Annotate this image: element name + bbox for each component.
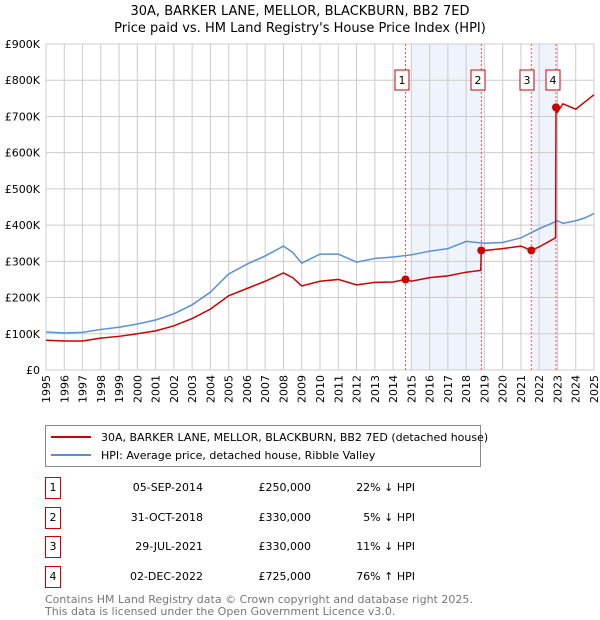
x-tick-label: 2021 [515,375,528,403]
y-tick-label: £500K [5,183,41,196]
x-tick-label: 2007 [259,375,272,403]
x-tick-label: 2000 [131,375,144,403]
sale-row: 4 02-DEC-2022 £725,000 76% ↑ HPI [45,565,425,588]
legend-item-property: 30A, BARKER LANE, MELLOR, BLACKBURN, BB2… [51,429,488,445]
sale-price: £330,000 [258,540,312,553]
sale-marker-label: 1 [399,74,406,87]
price-paid-line [45,94,595,342]
footer-licence: This data is licensed under the Open Gov… [45,605,396,618]
x-tick-label: 2023 [551,375,564,403]
x-tick-label: 2018 [460,375,473,403]
x-tick-label: 2004 [204,375,217,403]
x-tick-label: 1999 [113,375,126,403]
x-tick-label: 2009 [296,375,309,403]
legend-swatch-red [51,436,91,438]
sale-marker-badge: 3 [45,536,61,558]
sale-price: £250,000 [258,481,312,494]
x-tick-label: 1998 [95,375,108,403]
y-tick-label: £0 [26,364,40,377]
sale-date: 05-SEP-2014 [132,481,203,494]
sale-price: £330,000 [258,510,312,524]
sale-price: £725,000 [258,569,312,583]
x-tick-label: 2006 [241,375,254,403]
y-tick-label: £900K [5,38,41,51]
sale-date: 31-OCT-2018 [130,510,203,524]
sale-marker-label: 2 [475,74,482,87]
sale-point [477,246,486,255]
sale-marker-box [470,69,486,91]
x-tick-label: 2002 [168,375,181,403]
x-tick-label: 2011 [332,375,345,403]
sale-hpi-diff: 22% ↓ HPI [356,481,415,494]
x-tick-label: 2008 [277,375,290,403]
x-tick-label: 2020 [497,375,510,403]
chart-title: 30A, BARKER LANE, MELLOR, BLACKBURN, BB2… [130,4,470,19]
sale-marker-box [394,69,410,91]
sale-row: 3 29-JUL-2021 £330,000 11% ↓ HPI [45,536,425,558]
x-tick-label: 2003 [186,375,199,403]
hpi-line [45,212,595,334]
sale-date: 29-JUL-2021 [135,540,203,553]
legend-label: HPI: Average price, detached house, Ribb… [101,448,376,462]
sale-marker-box [545,69,561,91]
plot-border [45,43,595,371]
legend-swatch-blue [51,454,91,456]
x-tick-label: 2019 [478,375,491,403]
sale-hpi-diff: 76% ↑ HPI [356,569,415,583]
sale-point [401,275,410,284]
x-tick-label: 2012 [351,375,364,403]
x-tick-label: 2016 [424,375,437,403]
shaded-period [411,44,483,370]
sale-marker-box [519,69,535,91]
footer-copyright: Contains HM Land Registry data © Crown c… [45,593,473,606]
y-tick-label: £300K [5,255,41,268]
y-tick-label: £200K [5,292,41,305]
plot-area: 1995 1996 1997 1998 1999 2000 2001 2002 2003 2004… [5,38,600,403]
x-tick-label: 2025 [588,375,600,403]
sale-marker-badge: 2 [45,506,61,529]
x-tick-label: 2001 [150,375,163,403]
footer: Contains HM Land Registry data © Crown c… [45,594,473,618]
sale-row: 2 31-OCT-2018 £330,000 5% ↓ HPI [45,506,425,529]
x-tick-label: 2014 [387,375,400,403]
x-tick-label: 1995 [40,375,53,403]
chart-subtitle: Price paid vs. HM Land Registry's House … [114,21,486,36]
x-tick-label: 1996 [58,375,71,403]
y-tick-label: £400K [5,219,41,232]
x-tick-label: 2005 [223,375,236,403]
legend-label: 30A, BARKER LANE, MELLOR, BLACKBURN, BB2… [101,430,489,444]
x-tick-label: 2024 [570,375,583,403]
x-tick-label: 2010 [314,375,327,403]
legend: 30A, BARKER LANE, MELLOR, BLACKBURN, BB2… [45,425,488,467]
x-tick-label: 2013 [369,375,382,403]
x-tick-label: 2022 [533,375,546,403]
sale-row: 1 05-SEP-2014 £250,000 22% ↓ HPI [45,477,425,499]
sale-marker-badge: 4 [45,565,61,588]
sale-date: 02-DEC-2022 [129,569,203,583]
sale-marker-label: 3 [524,74,531,87]
sale-marker-label: 4 [550,74,557,87]
x-tick-label: 1997 [77,375,90,403]
sale-marker-badge: 1 [45,477,61,499]
shaded-period [531,44,557,370]
x-tick-label: 2017 [442,375,455,403]
y-tick-label: £100K [5,328,41,341]
sale-point [552,103,561,112]
sale-point [527,246,536,255]
sale-hpi-diff: 5% ↓ HPI [363,510,415,524]
y-tick-label: £700K [5,110,41,123]
legend-item-hpi: HPI: Average price, detached house, Ribb… [51,447,375,463]
x-tick-label: 2015 [405,375,418,403]
sale-hpi-diff: 11% ↓ HPI [356,540,415,553]
y-tick-label: £800K [5,74,41,87]
y-tick-label: £600K [5,147,41,160]
